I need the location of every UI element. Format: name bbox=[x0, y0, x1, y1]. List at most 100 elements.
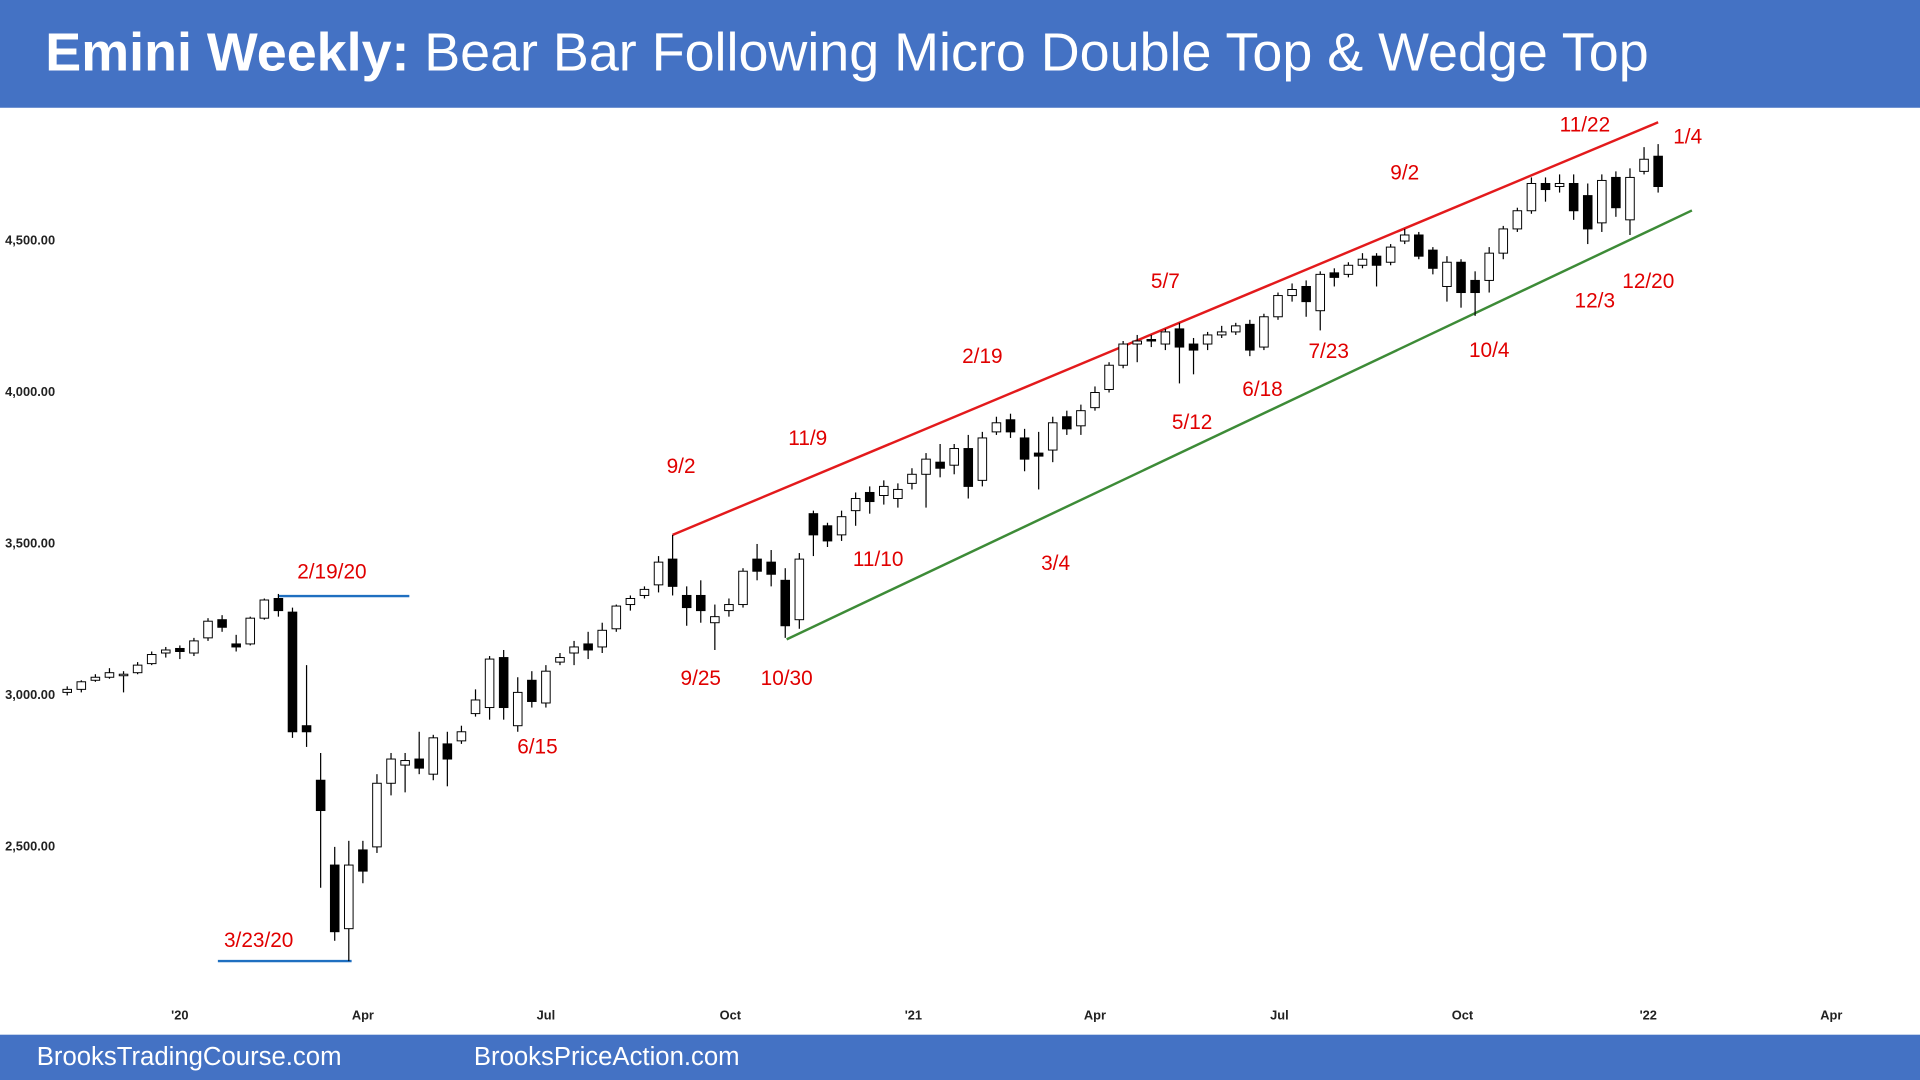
candle-body bbox=[315, 779, 326, 812]
candle-body bbox=[1526, 182, 1537, 212]
candle-body bbox=[1076, 410, 1086, 427]
candle-body bbox=[245, 617, 256, 645]
candle-body bbox=[1160, 331, 1171, 345]
annotation: 1/4 bbox=[1673, 126, 1702, 149]
candle-body bbox=[1357, 258, 1368, 266]
candle-body bbox=[1653, 155, 1663, 188]
x-tick-label: Apr bbox=[1820, 1008, 1842, 1023]
annotation: 10/4 bbox=[1469, 339, 1509, 362]
candle-body bbox=[1047, 422, 1058, 451]
candle-body bbox=[1343, 264, 1354, 275]
candle-body bbox=[794, 558, 805, 621]
annotation: 10/30 bbox=[761, 667, 813, 690]
candle-body bbox=[132, 664, 143, 674]
x-tick-label: Apr bbox=[352, 1008, 374, 1023]
candle-body bbox=[1568, 182, 1579, 212]
x-tick-label: '22 bbox=[1640, 1008, 1657, 1023]
candle-body bbox=[569, 646, 579, 654]
trend-line bbox=[786, 209, 1693, 641]
x-tick-label: '21 bbox=[905, 1008, 922, 1023]
y-tick-label: 2,500.00 bbox=[5, 838, 55, 853]
candle-body bbox=[1611, 176, 1621, 209]
footer-bar bbox=[0, 1034, 1920, 1080]
candle-body bbox=[639, 588, 650, 596]
candle-body bbox=[498, 657, 509, 709]
candle-body bbox=[1174, 328, 1185, 348]
candle-body bbox=[1540, 182, 1551, 191]
candle-body bbox=[1301, 285, 1311, 303]
x-tick-label: Jul bbox=[537, 1008, 556, 1023]
candle-body bbox=[822, 525, 833, 542]
annotation: 11/10 bbox=[853, 548, 903, 571]
candle-body bbox=[752, 558, 762, 572]
candle-body bbox=[949, 448, 959, 466]
candle-body bbox=[414, 758, 424, 769]
annotation: 11/9 bbox=[788, 427, 827, 450]
trend-line bbox=[672, 121, 1659, 537]
footer-right: BrooksPriceAction.com bbox=[474, 1043, 740, 1071]
y-tick-label: 3,500.00 bbox=[5, 535, 55, 550]
candle-body bbox=[991, 422, 1002, 433]
candle-body bbox=[484, 658, 495, 709]
candle-body bbox=[667, 558, 678, 587]
annotation: 7/23 bbox=[1308, 340, 1348, 363]
candle-body bbox=[710, 616, 720, 624]
candle-body bbox=[1216, 331, 1227, 336]
candle-body bbox=[372, 782, 382, 848]
candle-body bbox=[1062, 416, 1072, 430]
candle-body bbox=[836, 516, 847, 536]
candle-body bbox=[470, 699, 481, 715]
candle-body bbox=[400, 760, 410, 766]
candle-body bbox=[217, 619, 227, 628]
candle-body bbox=[1484, 252, 1494, 281]
x-tick-label: Apr bbox=[1084, 1008, 1106, 1023]
candle-body bbox=[1188, 343, 1199, 351]
candle-body bbox=[301, 725, 312, 733]
candle-body bbox=[921, 458, 931, 475]
annotation: 3/4 bbox=[1041, 552, 1070, 575]
annotation: 6/15 bbox=[517, 735, 557, 758]
candle-body bbox=[104, 672, 115, 678]
annotation: 11/22 bbox=[1560, 113, 1611, 136]
annotation: 9/25 bbox=[681, 667, 721, 690]
y-tick-label: 4,000.00 bbox=[5, 384, 55, 399]
candle-body bbox=[611, 605, 622, 630]
candle-body bbox=[1512, 210, 1523, 230]
x-tick-label: Oct bbox=[720, 1008, 742, 1023]
candle-body bbox=[907, 473, 917, 484]
candle-body bbox=[1273, 295, 1283, 318]
candle-body bbox=[1597, 179, 1607, 224]
candle-body bbox=[864, 491, 875, 503]
annotation: 12/3 bbox=[1575, 290, 1615, 313]
candle-body bbox=[231, 643, 241, 648]
annotation: 5/12 bbox=[1172, 411, 1212, 434]
candle-body bbox=[583, 643, 593, 651]
annotation: 2/19 bbox=[962, 345, 1002, 368]
candle-body bbox=[428, 737, 439, 775]
candle-body bbox=[935, 461, 945, 469]
candle-body bbox=[1399, 234, 1410, 242]
candle-body bbox=[597, 629, 607, 648]
candle-body bbox=[653, 561, 664, 586]
header-bar bbox=[0, 0, 1920, 108]
annotation: 3/23/20 bbox=[224, 929, 293, 952]
candle-body bbox=[893, 488, 903, 500]
candle-body bbox=[203, 620, 213, 639]
candle-body bbox=[1118, 343, 1128, 366]
candle-body bbox=[1090, 392, 1100, 409]
candle-body bbox=[1315, 273, 1326, 312]
candle-body bbox=[386, 758, 396, 784]
candle-body bbox=[1005, 419, 1016, 433]
x-tick-label: Jul bbox=[1270, 1008, 1289, 1023]
candle-body bbox=[1470, 279, 1480, 294]
candle-body bbox=[963, 448, 974, 487]
candle-body bbox=[1146, 339, 1157, 342]
candle-body bbox=[90, 676, 101, 681]
title-rest: Bear Bar Following Micro Double Top & We… bbox=[424, 23, 1648, 83]
annotation: 5/7 bbox=[1151, 270, 1180, 293]
candle-body bbox=[850, 498, 861, 512]
candle-body bbox=[1329, 272, 1340, 278]
candle-body bbox=[358, 849, 368, 872]
